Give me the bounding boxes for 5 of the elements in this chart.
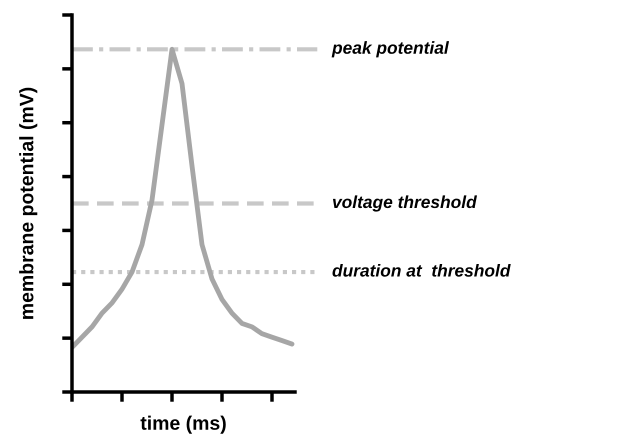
- ref-line-label: voltage threshold: [332, 195, 478, 212]
- ref-line-label: peak potential: [332, 41, 450, 58]
- x-axis-title: time (ms): [140, 416, 226, 434]
- ref-line-label: duration at threshold: [332, 264, 511, 277]
- y-axis-title: membrane potential (mV): [19, 88, 38, 319]
